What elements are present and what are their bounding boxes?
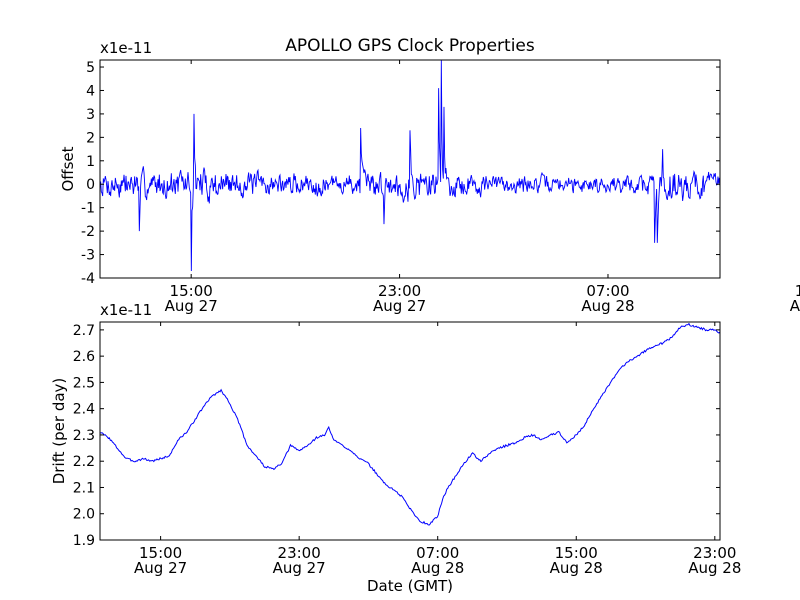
offset-ytick-label: 5 [86,60,95,76]
offset-scale-label: x1e-11 [100,39,152,57]
drift-ytick-label: 2.1 [73,480,95,496]
drift-ytick-label: 2.0 [73,507,95,523]
drift-xtick-date-label: Aug 28 [550,559,603,577]
drift-xtick-time-label: 15:00 [555,544,598,562]
drift-xtick-time-label: 23:00 [278,544,321,562]
drift-xtick-time-label: 23:00 [693,544,736,562]
offset-xtick-date-label: Aug 27 [165,297,218,315]
drift-axes-frame [99,321,721,541]
offset-xtick-time-label: 15:00 [795,282,800,300]
offset-xtick-time-label: 15:00 [170,282,213,300]
drift-xtick-time-label: 07:00 [416,544,459,562]
offset-ytick-label: -3 [81,248,95,264]
drift-xtick-date-label: Aug 27 [134,559,187,577]
offset-ytick-label: -1 [81,201,95,217]
offset-xtick-date-label: Aug 28 [581,297,634,315]
drift-series-line [100,322,720,526]
drift-y-axis-label: Drift (per day) [50,378,68,485]
offset-xtick-time-label: 07:00 [586,282,629,300]
drift-xtick-time-label: 15:00 [139,544,182,562]
offset-ytick-label: -2 [81,224,95,240]
offset-ytick-label: 0 [86,177,95,193]
drift-ytick-label: 2.7 [73,323,95,339]
offset-y-axis-label: Offset [59,146,77,191]
offset-ytick-label: 4 [86,83,95,99]
offset-ytick-label: 3 [86,107,95,123]
x-axis-label: Date (GMT) [367,577,453,595]
drift-ytick-label: 2.3 [73,428,95,444]
offset-xtick-date-label: Aug 28 [790,297,800,315]
offset-xtick-time-label: 23:00 [378,282,421,300]
drift-scale-label: x1e-11 [100,301,152,319]
drift-xtick-date-label: Aug 27 [273,559,326,577]
drift-ytick-label: 2.2 [73,454,95,470]
drift-xtick-date-label: Aug 28 [411,559,464,577]
offset-series-line [100,60,720,271]
offset-ytick-label: -4 [81,271,95,287]
offset-ytick-label: 1 [86,154,95,170]
drift-ytick-label: 1.9 [73,533,95,549]
drift-ytick-label: 2.6 [73,349,95,365]
offset-axes-frame [99,59,721,279]
chart-title: APOLLO GPS Clock Properties [285,36,535,56]
drift-ytick-label: 2.5 [73,375,95,391]
drift-xtick-date-label: Aug 28 [688,559,741,577]
offset-ytick-label: 2 [86,130,95,146]
drift-ytick-label: 2.4 [73,402,95,418]
offset-xtick-date-label: Aug 27 [373,297,426,315]
